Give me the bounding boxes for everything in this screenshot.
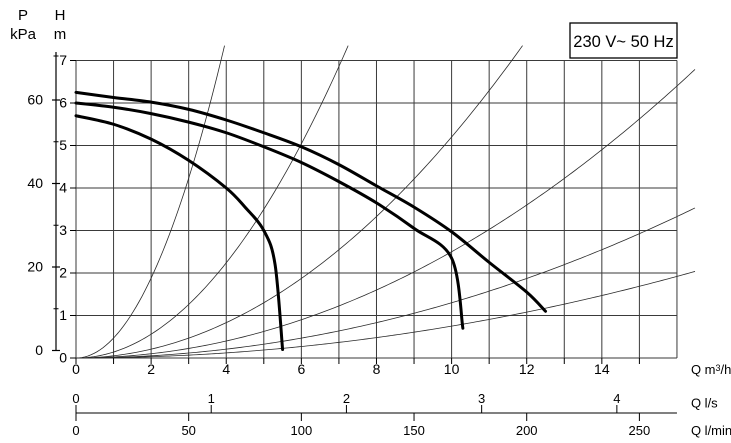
svg-text:40: 40 (27, 175, 43, 191)
svg-text:2: 2 (147, 361, 155, 377)
svg-text:Q l/s: Q l/s (691, 396, 718, 411)
svg-text:1: 1 (208, 391, 215, 406)
svg-text:1: 1 (59, 307, 67, 323)
svg-text:2: 2 (59, 265, 67, 281)
svg-text:Q l/min: Q l/min (691, 423, 731, 438)
svg-text:0: 0 (72, 423, 79, 438)
svg-text:kPa: kPa (10, 26, 37, 43)
svg-text:H: H (55, 7, 66, 24)
svg-text:4: 4 (613, 391, 620, 406)
svg-text:0: 0 (72, 361, 80, 377)
svg-text:6: 6 (59, 95, 67, 111)
svg-text:7: 7 (59, 52, 67, 68)
svg-text:m: m (54, 26, 67, 43)
svg-text:100: 100 (291, 423, 313, 438)
svg-text:0: 0 (35, 342, 43, 358)
svg-text:4: 4 (59, 180, 67, 196)
svg-text:0: 0 (72, 391, 79, 406)
svg-text:3: 3 (478, 391, 485, 406)
svg-text:6: 6 (297, 361, 305, 377)
svg-text:P: P (18, 7, 28, 24)
svg-text:250: 250 (629, 423, 651, 438)
svg-text:10: 10 (444, 361, 460, 377)
svg-text:2: 2 (343, 391, 350, 406)
svg-text:230 V~ 50 Hz: 230 V~ 50 Hz (573, 33, 673, 51)
svg-text:0: 0 (59, 350, 67, 366)
svg-text:3: 3 (59, 222, 67, 238)
svg-text:20: 20 (27, 259, 43, 275)
svg-text:4: 4 (222, 361, 230, 377)
svg-text:Q m3/h: Q m3/h (691, 362, 731, 377)
svg-text:8: 8 (373, 361, 381, 377)
svg-text:14: 14 (594, 361, 610, 377)
svg-text:60: 60 (27, 92, 43, 108)
svg-text:200: 200 (516, 423, 538, 438)
svg-text:50: 50 (181, 423, 195, 438)
svg-text:5: 5 (59, 137, 67, 153)
svg-text:150: 150 (403, 423, 425, 438)
svg-text:12: 12 (519, 361, 535, 377)
